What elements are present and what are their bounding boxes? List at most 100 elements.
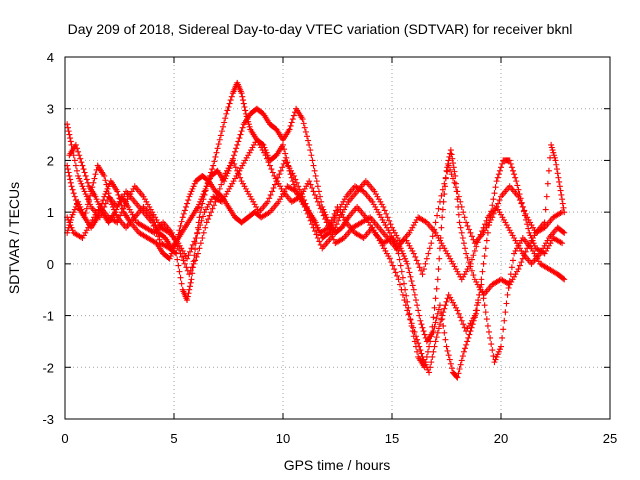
data-point	[190, 183, 197, 190]
data-point	[515, 186, 522, 193]
data-point	[178, 218, 185, 225]
data-point	[76, 175, 83, 182]
data-point	[439, 312, 446, 319]
data-point	[464, 254, 471, 261]
data-point	[514, 182, 521, 189]
x-tick-label: 5	[170, 431, 177, 446]
data-point	[436, 198, 443, 205]
y-tick-label: -2	[42, 360, 54, 375]
data-point	[175, 231, 182, 238]
data-point	[200, 213, 207, 220]
data-point	[400, 280, 407, 287]
data-point	[542, 206, 549, 213]
data-point	[317, 205, 324, 212]
data-point	[72, 162, 79, 169]
data-point	[468, 256, 475, 263]
data-point	[432, 319, 439, 326]
data-point	[272, 181, 279, 188]
data-point	[191, 238, 198, 245]
data-point	[333, 207, 340, 214]
data-point	[73, 145, 80, 152]
data-point	[507, 160, 514, 167]
data-point	[200, 229, 207, 236]
data-point	[181, 260, 188, 267]
data-point	[556, 183, 563, 190]
data-point	[416, 343, 423, 350]
data-point	[197, 222, 204, 229]
data-point	[428, 359, 435, 366]
data-point	[213, 149, 220, 156]
data-point	[455, 310, 462, 317]
data-point	[116, 198, 123, 205]
plot-frame	[64, 56, 611, 420]
data-point	[482, 245, 489, 252]
y-tick-label: 1	[47, 205, 54, 220]
data-point	[237, 131, 244, 138]
data-point	[439, 186, 446, 193]
data-point	[470, 272, 477, 279]
data-point	[296, 186, 303, 193]
data-point	[314, 198, 321, 205]
data-point	[487, 334, 494, 341]
data-point	[411, 291, 418, 298]
data-point	[93, 196, 100, 203]
data-point	[430, 348, 437, 355]
data-point	[453, 373, 460, 380]
data-point	[447, 150, 454, 157]
data-point	[188, 188, 195, 195]
data-point	[560, 228, 567, 235]
data-point	[556, 178, 563, 185]
data-point	[405, 265, 412, 272]
data-point	[211, 158, 218, 165]
data-point	[498, 343, 504, 350]
data-point	[235, 171, 242, 178]
data-point	[389, 262, 396, 269]
data-point	[481, 253, 488, 260]
data-point	[102, 177, 109, 184]
data-point	[541, 219, 548, 226]
data-point	[67, 138, 74, 145]
data-point	[518, 259, 525, 266]
data-point	[407, 273, 414, 280]
data-point	[451, 179, 458, 186]
data-point	[187, 267, 194, 274]
data-point	[197, 198, 204, 205]
data-point	[317, 193, 324, 200]
data-point	[561, 209, 568, 216]
data-point	[166, 255, 173, 262]
data-point	[466, 331, 473, 338]
data-point	[500, 326, 507, 333]
data-point	[399, 250, 406, 257]
data-point	[442, 302, 449, 309]
data-point	[186, 271, 193, 278]
data-point	[424, 348, 431, 355]
data-point	[466, 226, 473, 233]
data-point	[406, 310, 413, 317]
data-point	[457, 224, 464, 231]
data-point	[525, 225, 532, 232]
data-point	[289, 116, 296, 123]
data-point	[181, 207, 188, 214]
data-point	[416, 312, 423, 319]
data-point	[245, 121, 252, 128]
data-point	[235, 138, 242, 145]
data-point	[101, 172, 108, 179]
data-point	[468, 233, 475, 240]
data-point	[189, 241, 196, 248]
data-point	[179, 214, 186, 221]
data-point	[454, 374, 461, 381]
data-point	[212, 198, 219, 205]
data-point	[490, 353, 497, 360]
data-point	[392, 269, 399, 276]
data-point	[231, 160, 238, 167]
data-point	[439, 214, 446, 221]
series-track-b	[64, 105, 566, 381]
data-point	[68, 224, 75, 231]
data-point	[498, 164, 504, 171]
data-point	[75, 198, 82, 205]
data-point	[202, 185, 209, 192]
data-point	[65, 128, 72, 135]
data-point	[459, 353, 466, 360]
data-point	[79, 209, 86, 216]
